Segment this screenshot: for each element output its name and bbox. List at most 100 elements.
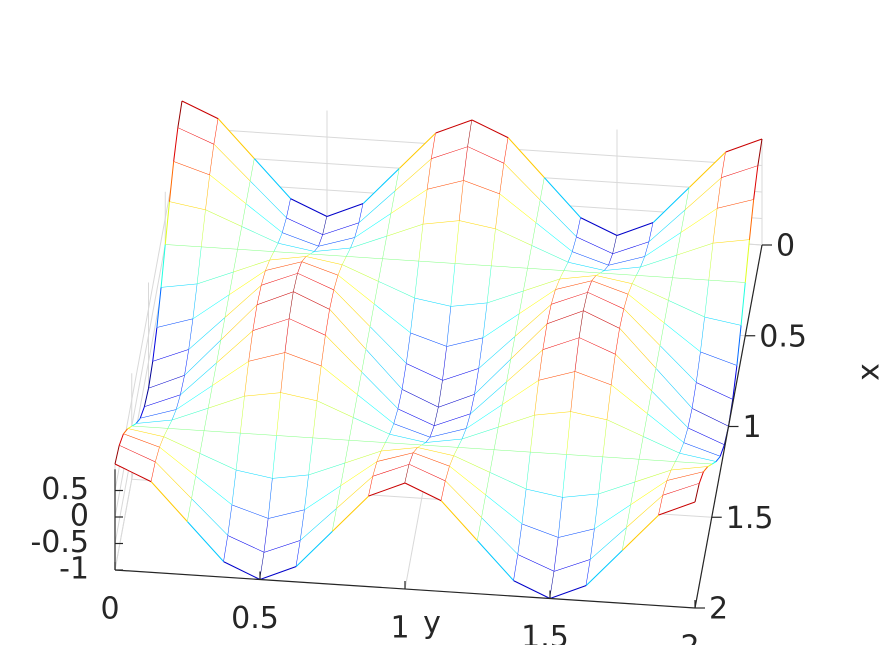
mesh-face	[495, 194, 537, 246]
mesh-face	[586, 527, 627, 586]
mesh-face	[474, 336, 516, 395]
mesh-face	[329, 290, 371, 350]
mesh-face	[372, 452, 414, 477]
mesh-face	[632, 275, 673, 301]
mesh-face	[260, 540, 301, 580]
mesh-face	[381, 442, 422, 452]
mesh-face	[204, 396, 245, 434]
mesh-face	[658, 483, 700, 515]
mesh-face	[459, 180, 500, 230]
mesh-face	[522, 489, 563, 538]
mesh-face	[289, 292, 330, 336]
mesh-face	[536, 200, 577, 252]
mesh-face	[692, 382, 733, 427]
mesh-face	[385, 434, 426, 446]
mesh-face	[354, 190, 396, 238]
mesh-edge	[507, 137, 545, 179]
mesh-face	[406, 333, 447, 381]
mesh-face	[180, 340, 221, 396]
mesh-edge	[753, 165, 759, 200]
mesh-face	[704, 280, 746, 326]
mesh-face	[635, 459, 676, 483]
mesh-face	[671, 461, 712, 471]
mesh-face	[534, 371, 576, 416]
mesh-edge	[736, 325, 742, 366]
mesh-face	[353, 395, 394, 435]
mesh-face	[221, 285, 262, 341]
mesh-face	[660, 323, 701, 383]
mesh-face	[494, 415, 535, 453]
mesh-face	[236, 433, 277, 479]
mesh-face	[554, 529, 595, 572]
mesh-face	[357, 372, 399, 424]
mesh-edge	[698, 471, 704, 484]
x-tick-label: 1.5	[726, 501, 774, 536]
mesh-face	[449, 456, 491, 496]
mesh-face	[612, 222, 654, 254]
mesh-edge	[694, 483, 700, 503]
mesh-face	[662, 471, 704, 496]
mesh-edge	[399, 132, 437, 169]
mesh-face	[478, 313, 520, 369]
mesh-face	[604, 256, 645, 271]
mesh-face	[216, 304, 258, 363]
mesh-face	[377, 447, 418, 462]
mesh-face	[431, 120, 472, 159]
mesh-face	[223, 535, 265, 580]
mesh-face	[504, 137, 545, 201]
mesh-face	[531, 223, 573, 263]
mesh-face	[274, 243, 315, 255]
mesh-face	[526, 452, 567, 498]
mesh-face	[413, 447, 454, 467]
mesh-face	[286, 198, 327, 235]
mesh-edge	[757, 138, 763, 167]
mesh-face	[250, 158, 291, 219]
mesh-face	[195, 453, 237, 506]
mesh-face	[419, 220, 460, 264]
mesh-face	[253, 292, 294, 331]
mesh-face	[152, 319, 194, 362]
mesh-face	[530, 411, 571, 455]
z-tick-label: 0.5	[41, 472, 89, 507]
mesh-face	[570, 371, 612, 421]
mesh-face	[647, 391, 689, 443]
mesh-face	[332, 476, 373, 532]
y-tick-label: 1	[390, 611, 409, 645]
mesh-face	[293, 273, 334, 310]
mesh-face	[551, 280, 592, 305]
mesh-edge	[477, 540, 515, 582]
mesh-face	[626, 480, 668, 528]
mesh-face	[264, 510, 305, 553]
mesh-face	[246, 181, 287, 233]
mesh-face	[649, 187, 690, 243]
mesh-edge	[440, 500, 478, 542]
mesh-face	[227, 505, 269, 553]
mesh-face	[172, 385, 213, 421]
mesh-face	[717, 165, 758, 209]
mesh-face	[127, 426, 168, 438]
mesh-face	[304, 463, 346, 510]
mesh-edge	[744, 239, 750, 283]
y-axis-label: y	[423, 606, 441, 641]
mesh-face	[603, 420, 644, 460]
mesh-face	[405, 464, 446, 501]
mesh-face	[269, 251, 311, 261]
mesh-face	[395, 132, 436, 191]
mesh-edge	[689, 151, 727, 188]
mesh-face	[559, 270, 601, 280]
mesh-face	[515, 289, 556, 337]
mesh-face	[425, 428, 467, 443]
mesh-face	[417, 445, 458, 457]
mesh-face	[430, 414, 471, 438]
mesh-face	[572, 237, 613, 266]
mesh-face	[229, 260, 270, 295]
mesh-edge	[114, 445, 120, 465]
mesh-face	[333, 275, 375, 328]
mesh-face	[165, 201, 206, 248]
mesh-face	[664, 300, 705, 353]
x-axis-label: x	[852, 363, 887, 381]
mesh-edge	[326, 203, 364, 217]
z-tick-label: -1	[59, 552, 89, 587]
mesh-face	[314, 237, 355, 252]
mesh-edge	[160, 244, 166, 288]
